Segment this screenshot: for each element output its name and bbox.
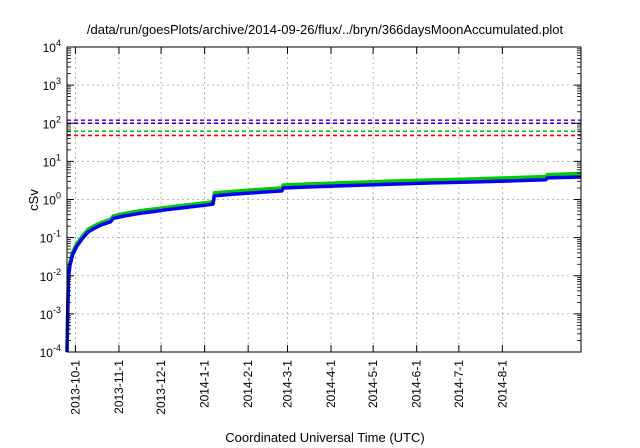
- series-line: [65, 175, 582, 353]
- y-tick-label: 103: [43, 76, 61, 93]
- x-tick-label: 2014-6-1: [410, 360, 424, 408]
- x-tick-label: 2013-12-1: [154, 360, 168, 415]
- x-tick-label: 2014-5-1: [366, 360, 380, 408]
- y-tick-label: 102: [43, 114, 61, 131]
- y-tick-label: 10-3: [40, 305, 61, 322]
- y-tick-label: 101: [43, 152, 61, 169]
- y-tick-label: 10-2: [40, 267, 61, 284]
- y-tick-label: 10-4: [40, 343, 61, 360]
- x-tick-label: 2014-1-1: [198, 360, 212, 408]
- y-tick-label: 10-1: [40, 229, 61, 246]
- data-series: [65, 171, 582, 353]
- x-axis-label: Coordinated Universal Time (UTC): [225, 430, 424, 445]
- threshold-lines: [67, 119, 581, 137]
- x-tick-label: 2014-2-1: [241, 360, 255, 408]
- chart-title: /data/run/goesPlots/archive/2014-09-26/f…: [87, 22, 564, 37]
- x-tick-label: 2014-4-1: [324, 360, 338, 408]
- series-line: [65, 171, 582, 353]
- x-axis-ticks: 2013-10-1 2013-11-1 2013-12-1 2014-1-1 2014-…: [68, 47, 509, 415]
- x-tick-label: 2014-8-1: [495, 360, 509, 408]
- y-tick-label: 100: [43, 191, 61, 208]
- y-tick-label: 104: [43, 38, 61, 55]
- x-tick-label: 2013-11-1: [112, 360, 126, 414]
- x-tick-label: 2014-3-1: [280, 360, 294, 408]
- grid: [67, 47, 581, 352]
- y-axis-label: cSv: [26, 189, 41, 211]
- x-tick-label: 2013-10-1: [68, 360, 82, 415]
- y-axis-ticks: 10-4 10-3 10-2 10-1 100 101 102 103 104: [40, 38, 581, 360]
- x-tick-label: 2014-7-1: [452, 360, 466, 408]
